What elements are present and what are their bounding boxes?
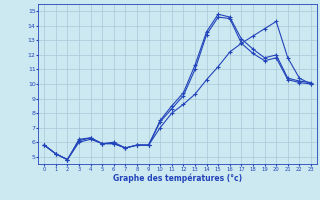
X-axis label: Graphe des températures (°c): Graphe des températures (°c) bbox=[113, 173, 242, 183]
